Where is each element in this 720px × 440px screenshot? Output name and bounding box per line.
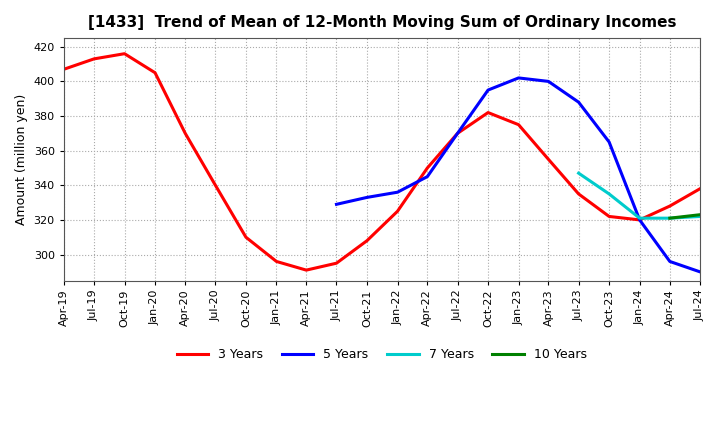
Title: [1433]  Trend of Mean of 12-Month Moving Sum of Ordinary Incomes: [1433] Trend of Mean of 12-Month Moving …	[88, 15, 676, 30]
Legend: 3 Years, 5 Years, 7 Years, 10 Years: 3 Years, 5 Years, 7 Years, 10 Years	[172, 343, 592, 367]
Y-axis label: Amount (million yen): Amount (million yen)	[15, 94, 28, 225]
